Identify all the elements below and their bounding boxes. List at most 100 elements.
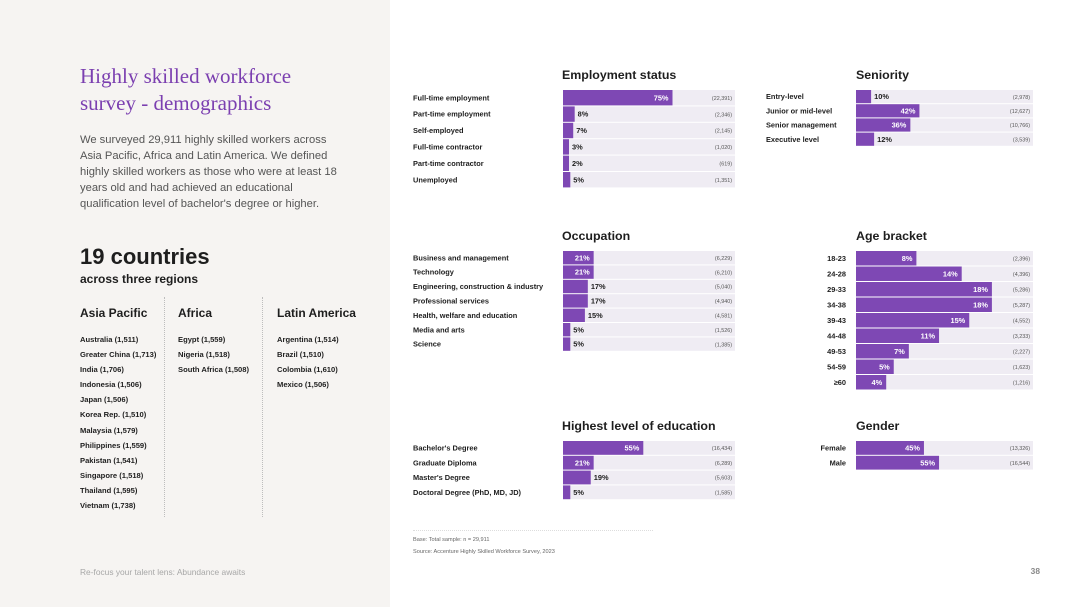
category-label: 44-48 <box>827 331 846 340</box>
bar <box>563 155 569 171</box>
category-label: Engineering, construction & industry <box>413 282 544 291</box>
bar <box>563 90 673 106</box>
count-label: (1,020) <box>715 145 732 151</box>
category-label: Junior or mid-level <box>766 106 832 115</box>
value-label: 18% <box>973 285 988 294</box>
chart-plot: Female 45% (13,326) Male 55% (16,544) <box>821 441 1033 470</box>
category-label: 49-53 <box>827 347 846 356</box>
bar <box>563 337 571 351</box>
chart-title: Age bracket <box>856 229 927 243</box>
bar-track <box>563 172 735 188</box>
count-label: (3,233) <box>1013 334 1030 340</box>
category-label: Graduate Diploma <box>413 458 478 467</box>
bar-track <box>563 106 735 122</box>
category-label: 29-33 <box>827 285 846 294</box>
category-label: Unemployed <box>413 175 458 184</box>
source-note: Source: Accenture Highly Skilled Workfor… <box>413 549 555 555</box>
region-name: Africa <box>178 306 213 320</box>
bar-track <box>563 455 735 470</box>
bar <box>563 308 585 322</box>
bar-track <box>856 359 1033 374</box>
category-label: ≥60 <box>834 378 846 387</box>
count-label: (619) <box>719 162 732 168</box>
value-label: 36% <box>892 121 907 130</box>
country-item: Japan (1,506) <box>80 395 129 405</box>
chart-title: Seniority <box>856 68 910 82</box>
bar <box>563 455 594 470</box>
region-latin-america: Latin America Argentina (1,514) Brazil (… <box>277 306 356 392</box>
value-label: 55% <box>625 444 640 453</box>
count-label: (1,526) <box>715 328 732 334</box>
bar <box>563 172 571 188</box>
category-label: Full-time employment <box>413 93 490 102</box>
value-label: 4% <box>872 378 883 387</box>
category-label: Business and management <box>413 253 509 262</box>
countries-subtitle: across three regions <box>80 272 199 286</box>
category-label: Female <box>821 444 846 453</box>
bar <box>563 441 644 455</box>
value-label: 75% <box>654 93 669 102</box>
value-label: 2% <box>572 159 583 168</box>
value-label: 15% <box>950 316 965 325</box>
value-label: 42% <box>901 106 916 115</box>
bar-track <box>563 337 735 351</box>
notes-divider <box>413 530 653 531</box>
page-number: 38 <box>1030 566 1040 576</box>
countries-title: 19 countries <box>80 244 210 269</box>
count-label: (4,396) <box>1013 272 1030 278</box>
country-item: Pakistan (1,541) <box>80 455 138 465</box>
base-note: Base: Total sample: n = 29,911 <box>413 537 490 543</box>
category-label: Full-time contractor <box>413 143 483 152</box>
survey-title-line2: survey - demographics <box>80 91 272 115</box>
bar <box>563 251 594 265</box>
bar <box>563 106 575 122</box>
bar <box>856 441 924 455</box>
bar <box>563 279 588 294</box>
bar <box>856 344 909 359</box>
bar-track <box>856 132 1033 146</box>
count-label: (2,227) <box>1013 349 1030 355</box>
bar <box>856 455 940 470</box>
count-label: (12,627) <box>1010 109 1030 115</box>
value-label: 7% <box>576 126 587 135</box>
category-label: Professional services <box>413 297 489 306</box>
bar-track <box>856 90 1033 104</box>
bar <box>856 297 992 312</box>
value-label: 18% <box>973 300 988 309</box>
category-label: Health, welfare and education <box>413 311 518 320</box>
value-label: 15% <box>588 311 603 320</box>
category-label: 39-43 <box>827 316 846 325</box>
region-name: Latin America <box>277 306 356 320</box>
survey-title: Highly skilled workforce survey - demogr… <box>80 63 380 117</box>
country-item: Australia (1,511) <box>80 335 139 344</box>
country-item: Korea Rep. (1,510) <box>80 410 147 420</box>
bar-track <box>563 251 735 265</box>
count-label: (4,581) <box>715 314 732 320</box>
region-name: Asia Pacific <box>80 306 148 320</box>
country-item: Greater China (1,713) <box>80 350 157 360</box>
category-label: Part-time employment <box>413 110 491 119</box>
value-label: 5% <box>573 325 584 334</box>
value-label: 8% <box>578 110 589 119</box>
bar <box>856 132 875 146</box>
bar-track <box>563 308 735 322</box>
value-label: 10% <box>874 92 889 101</box>
country-item: Philippines (1,559) <box>80 440 147 450</box>
value-label: 17% <box>591 282 606 291</box>
bar <box>563 294 588 308</box>
country-item: Singapore (1,518) <box>80 470 144 480</box>
country-item: Mexico (1,506) <box>277 380 329 390</box>
count-label: (1,351) <box>715 178 732 184</box>
bar <box>563 470 591 485</box>
count-label: (6,289) <box>715 461 732 467</box>
bar-track <box>563 294 735 308</box>
chart-education: Highest level of education Bachelor's De… <box>413 418 738 508</box>
bar-track <box>856 375 1033 390</box>
chart-plot: Entry-level 10% (2,978) Junior or mid-level… <box>766 90 1033 146</box>
country-item: Brazil (1,510) <box>277 350 324 360</box>
category-label: Bachelor's Degree <box>413 444 478 453</box>
value-label: 21% <box>575 253 590 262</box>
category-label: Part-time contractor <box>413 159 484 168</box>
category-label: Doctoral Degree (PhD, MD, JD) <box>413 488 522 497</box>
value-label: 5% <box>573 488 584 497</box>
